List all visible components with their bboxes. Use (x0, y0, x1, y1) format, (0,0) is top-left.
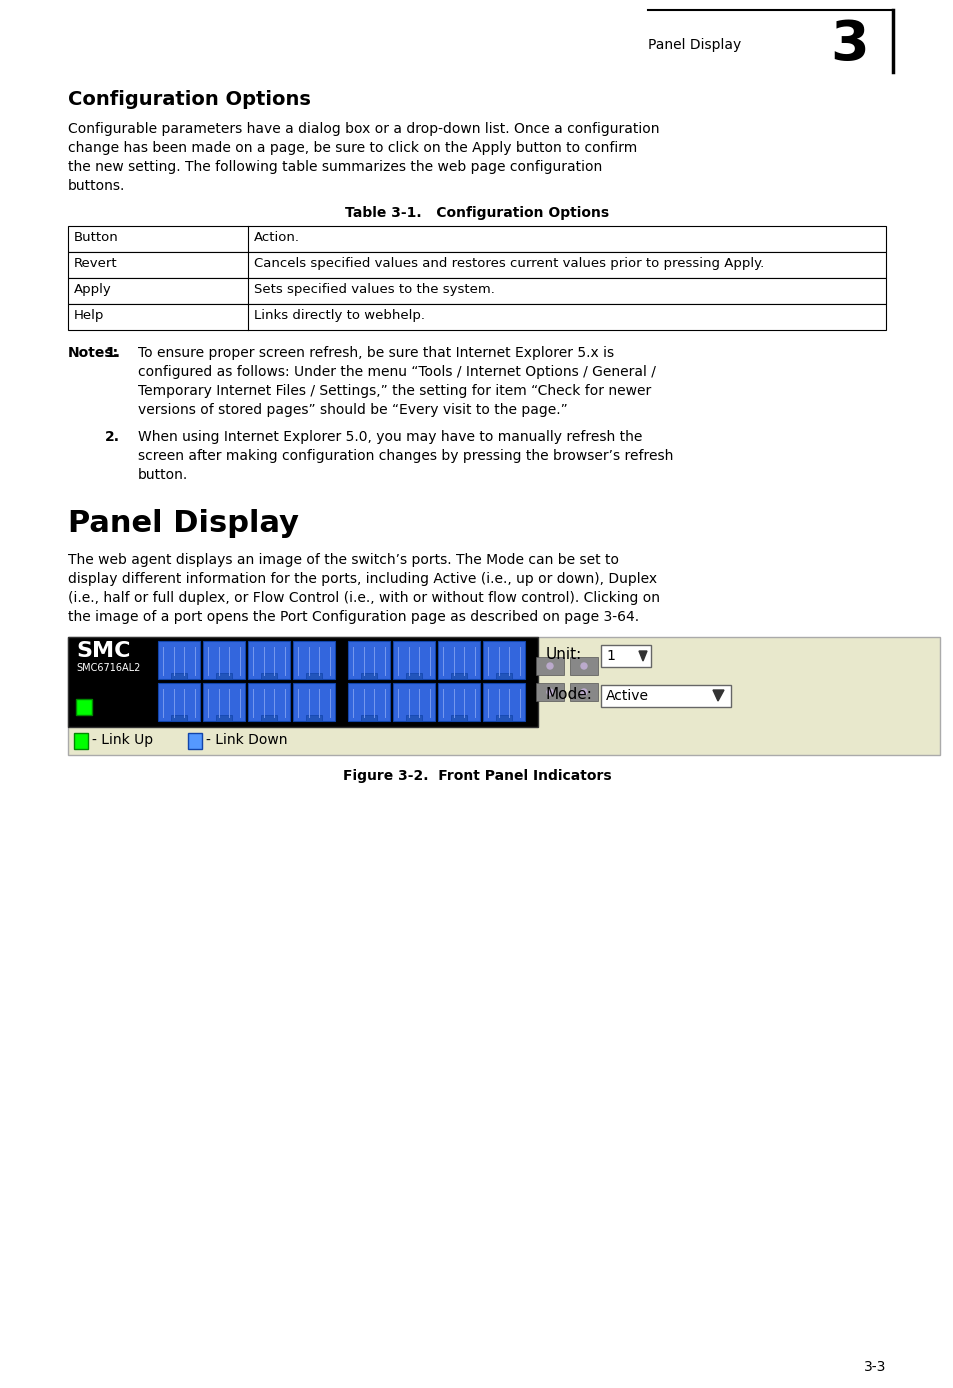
Text: Apply: Apply (74, 283, 112, 296)
Text: button.: button. (138, 468, 188, 482)
Bar (437, 683, 479, 720)
Bar (406, 673, 421, 679)
Bar (437, 641, 479, 679)
Bar (171, 673, 187, 679)
Bar (68, 278, 885, 304)
Bar (348, 683, 390, 720)
Bar (261, 715, 276, 720)
Text: Panel Display: Panel Display (647, 37, 740, 51)
Bar (171, 715, 187, 720)
Bar (393, 641, 435, 679)
Text: 3-3: 3-3 (862, 1360, 885, 1374)
Bar (68, 304, 885, 330)
Bar (203, 683, 245, 720)
Circle shape (580, 688, 586, 695)
Text: Table 3-1.   Configuration Options: Table 3-1. Configuration Options (345, 205, 608, 221)
Text: Help: Help (74, 310, 104, 322)
Bar (482, 641, 524, 679)
Bar (68, 253, 885, 278)
Bar (348, 641, 390, 679)
Bar (203, 641, 245, 679)
Text: - Link Down: - Link Down (206, 733, 287, 747)
Bar (360, 715, 376, 720)
Bar (482, 683, 524, 720)
Text: Button: Button (74, 230, 118, 244)
Text: Notes:: Notes: (68, 346, 119, 359)
Text: Temporary Internet Files / Settings,” the setting for item “Check for newer: Temporary Internet Files / Settings,” th… (138, 384, 651, 398)
Text: - Link Up: - Link Up (91, 733, 153, 747)
Bar (293, 683, 335, 720)
Text: SMC: SMC (76, 641, 131, 661)
Text: Mode:: Mode: (545, 687, 592, 702)
Text: screen after making configuration changes by pressing the browser’s refresh: screen after making configuration change… (138, 448, 673, 464)
Text: SMC6716AL2: SMC6716AL2 (76, 663, 140, 673)
Bar (536, 683, 563, 701)
Bar (569, 683, 598, 701)
Circle shape (580, 663, 586, 669)
Text: 1: 1 (605, 650, 615, 663)
Text: To ensure proper screen refresh, be sure that Internet Explorer 5.x is: To ensure proper screen refresh, be sure… (138, 346, 614, 359)
Text: 2.: 2. (105, 430, 120, 444)
Bar (68, 637, 537, 727)
Text: Links directly to webhelp.: Links directly to webhelp. (253, 310, 424, 322)
Text: Action.: Action. (253, 230, 299, 244)
Text: Sets specified values to the system.: Sets specified values to the system. (253, 283, 495, 296)
Bar (158, 641, 200, 679)
Bar (293, 641, 335, 679)
Text: buttons.: buttons. (68, 179, 125, 193)
Bar (248, 683, 290, 720)
Bar (215, 673, 232, 679)
Text: Configuration Options: Configuration Options (68, 90, 311, 110)
Text: configured as follows: Under the menu “Tools / Internet Options / General /: configured as follows: Under the menu “T… (138, 365, 656, 379)
Bar (569, 657, 598, 675)
Polygon shape (639, 651, 646, 661)
Bar (393, 683, 435, 720)
Bar (360, 673, 376, 679)
Bar (248, 641, 290, 679)
Text: Configurable parameters have a dialog box or a drop-down list. Once a configurat: Configurable parameters have a dialog bo… (68, 122, 659, 136)
Text: 1.: 1. (105, 346, 120, 359)
Text: Figure 3-2.  Front Panel Indicators: Figure 3-2. Front Panel Indicators (342, 769, 611, 783)
Bar (451, 673, 467, 679)
Bar (76, 700, 91, 715)
Bar (306, 715, 322, 720)
Bar (600, 645, 650, 668)
Bar (188, 733, 202, 750)
Text: 3: 3 (829, 18, 868, 72)
Text: Cancels specified values and restores current values prior to pressing Apply.: Cancels specified values and restores cu… (253, 257, 763, 271)
Bar (406, 715, 421, 720)
Circle shape (546, 688, 553, 695)
Text: Active: Active (605, 688, 648, 702)
Bar (74, 733, 88, 750)
Text: Panel Display: Panel Display (68, 509, 298, 539)
Text: The web agent displays an image of the switch’s ports. The Mode can be set to: The web agent displays an image of the s… (68, 552, 618, 568)
Text: When using Internet Explorer 5.0, you may have to manually refresh the: When using Internet Explorer 5.0, you ma… (138, 430, 641, 444)
Polygon shape (712, 690, 723, 701)
Bar (451, 715, 467, 720)
Text: display different information for the ports, including Active (i.e., up or down): display different information for the po… (68, 572, 657, 586)
Text: Revert: Revert (74, 257, 117, 271)
Bar (215, 715, 232, 720)
Text: the new setting. The following table summarizes the web page configuration: the new setting. The following table sum… (68, 160, 601, 174)
Bar (261, 673, 276, 679)
Text: versions of stored pages” should be “Every visit to the page.”: versions of stored pages” should be “Eve… (138, 403, 567, 416)
Bar (536, 657, 563, 675)
Bar (600, 686, 730, 706)
Text: the image of a port opens the Port Configuration page as described on page 3-64.: the image of a port opens the Port Confi… (68, 609, 639, 625)
Text: (i.e., half or full duplex, or Flow Control (i.e., with or without flow control): (i.e., half or full duplex, or Flow Cont… (68, 591, 659, 605)
Text: Unit:: Unit: (545, 647, 581, 662)
Bar (496, 673, 512, 679)
Bar (306, 673, 322, 679)
Text: change has been made on a page, be sure to click on the Apply button to confirm: change has been made on a page, be sure … (68, 142, 637, 155)
Bar (496, 715, 512, 720)
Bar (158, 683, 200, 720)
Bar (68, 226, 885, 253)
Bar (68, 637, 939, 755)
Circle shape (546, 663, 553, 669)
